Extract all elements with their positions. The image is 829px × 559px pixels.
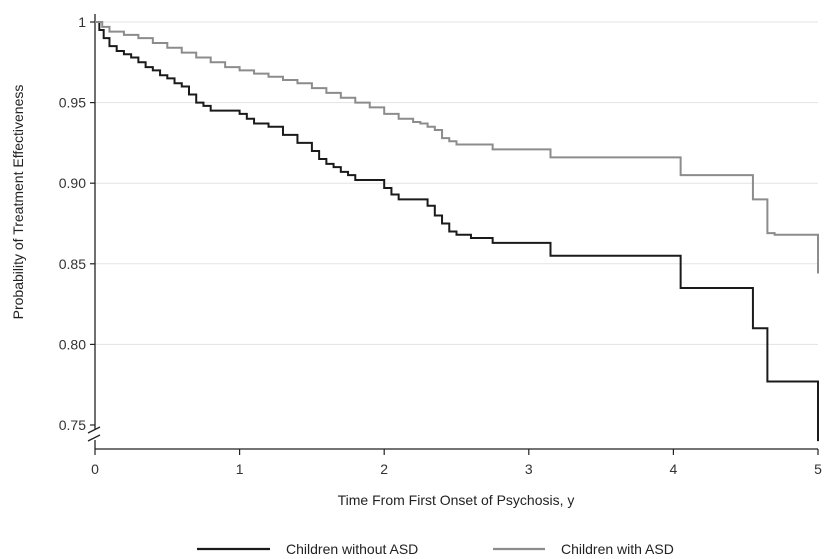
x-axis-title: Time From First Onset of Psychosis, y [338, 492, 575, 508]
y-tick-label: 0.90 [59, 175, 86, 191]
x-tick-label: 2 [380, 461, 388, 477]
series-line-without-asd [95, 21, 819, 442]
y-tick-label: 0.80 [59, 336, 86, 352]
x-tick-label: 3 [525, 461, 533, 477]
legend: Children without ASD Children with ASD [197, 541, 674, 557]
gridlines [95, 21, 818, 345]
y-tick-label: 1 [78, 14, 86, 30]
x-tick-label: 5 [814, 461, 822, 477]
axes [87, 14, 819, 455]
series-line-with-asd [95, 21, 819, 274]
x-tick-label: 4 [670, 461, 678, 477]
x-tick-label: 1 [236, 461, 244, 477]
y-tick-label: 0.85 [59, 256, 86, 272]
y-tick-label: 0.75 [59, 417, 86, 433]
y-tick-label: 0.95 [59, 95, 86, 111]
axis-break-mark [87, 434, 101, 442]
series-lines [95, 21, 819, 442]
legend-label: Children with ASD [561, 541, 674, 557]
legend-label: Children without ASD [286, 541, 418, 557]
axis-break-mark [87, 426, 101, 434]
tick-labels: 0.75 0.80 0.85 0.90 0.95 1 0 1 2 3 4 5 [59, 14, 822, 477]
x-tick-label: 0 [91, 461, 99, 477]
y-axis-title: Probability of Treatment Effectiveness [10, 85, 26, 320]
